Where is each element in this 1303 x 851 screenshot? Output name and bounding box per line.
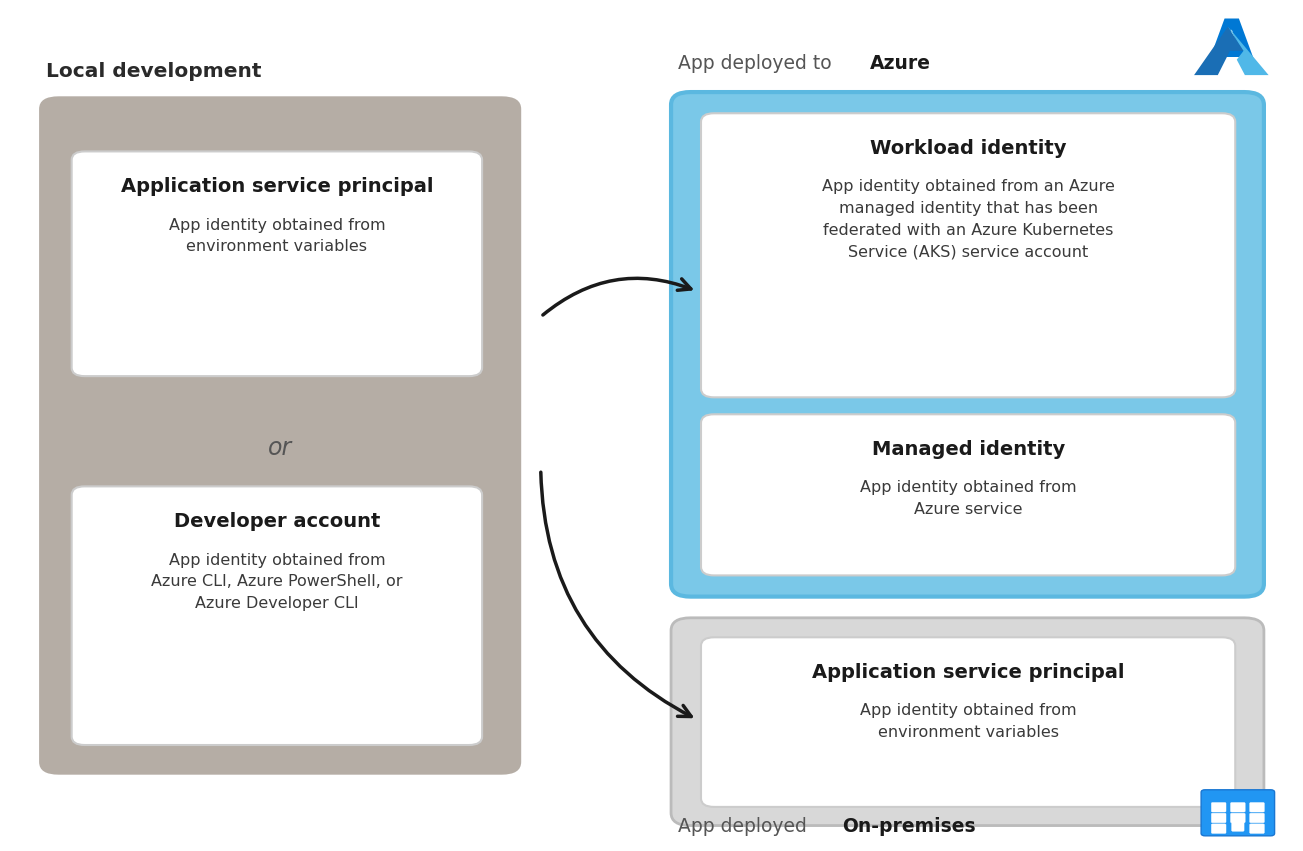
FancyBboxPatch shape bbox=[1212, 802, 1226, 812]
Text: Azure: Azure bbox=[870, 54, 932, 72]
Text: App identity obtained from an Azure
managed identity that has been
federated wit: App identity obtained from an Azure mana… bbox=[822, 180, 1114, 260]
FancyBboxPatch shape bbox=[1212, 814, 1226, 823]
Text: Managed identity: Managed identity bbox=[872, 440, 1065, 459]
FancyBboxPatch shape bbox=[701, 637, 1235, 807]
Text: App deployed: App deployed bbox=[678, 817, 813, 836]
FancyBboxPatch shape bbox=[701, 414, 1235, 575]
Text: Application service principal: Application service principal bbox=[121, 177, 433, 196]
Polygon shape bbox=[1194, 26, 1243, 75]
Text: Workload identity: Workload identity bbox=[870, 139, 1066, 157]
FancyBboxPatch shape bbox=[1201, 790, 1274, 836]
Text: Developer account: Developer account bbox=[173, 511, 380, 531]
Text: App deployed to: App deployed to bbox=[678, 54, 838, 72]
Polygon shape bbox=[1227, 26, 1269, 75]
Text: App identity obtained from
Azure CLI, Azure PowerShell, or
Azure Developer CLI: App identity obtained from Azure CLI, Az… bbox=[151, 552, 403, 611]
Text: A: A bbox=[1207, 17, 1256, 79]
FancyBboxPatch shape bbox=[1250, 824, 1264, 833]
Text: Application service principal: Application service principal bbox=[812, 663, 1124, 682]
FancyBboxPatch shape bbox=[39, 96, 521, 774]
Text: Local development: Local development bbox=[46, 62, 261, 81]
FancyBboxPatch shape bbox=[72, 151, 482, 376]
FancyBboxPatch shape bbox=[701, 113, 1235, 397]
FancyBboxPatch shape bbox=[671, 92, 1264, 597]
Text: On-premises: On-premises bbox=[842, 817, 976, 836]
FancyBboxPatch shape bbox=[72, 487, 482, 745]
FancyBboxPatch shape bbox=[1250, 814, 1264, 823]
FancyBboxPatch shape bbox=[1212, 824, 1226, 833]
FancyBboxPatch shape bbox=[1231, 819, 1244, 831]
Text: App identity obtained from
environment variables: App identity obtained from environment v… bbox=[168, 218, 386, 254]
FancyBboxPatch shape bbox=[1250, 802, 1264, 812]
FancyBboxPatch shape bbox=[671, 618, 1264, 825]
Text: or: or bbox=[268, 437, 292, 460]
FancyBboxPatch shape bbox=[1230, 814, 1246, 823]
Text: App identity obtained from
environment variables: App identity obtained from environment v… bbox=[860, 704, 1076, 740]
Text: App identity obtained from
Azure service: App identity obtained from Azure service bbox=[860, 481, 1076, 517]
FancyBboxPatch shape bbox=[1230, 802, 1246, 812]
